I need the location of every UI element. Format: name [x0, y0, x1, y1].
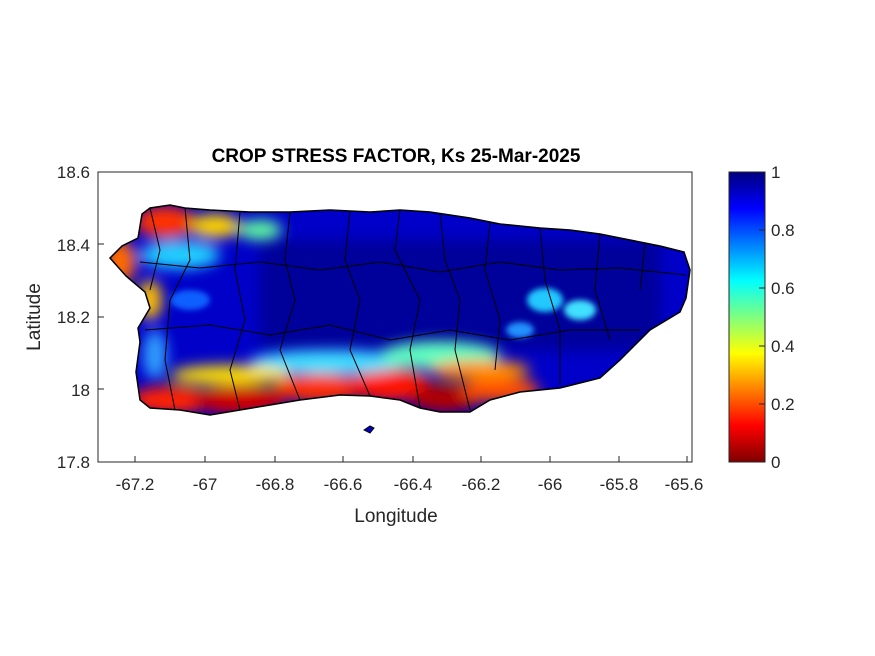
island-heatmap — [110, 205, 690, 415]
colorbar-tick-label: 0.2 — [771, 395, 795, 414]
colorbar-tick-labels: 0 0.2 0.4 0.6 0.8 1 — [771, 163, 795, 472]
x-tick-labels: -67.2 -67 -66.8 -66.6 -66.4 -66.2 -66 -6… — [116, 475, 704, 494]
colorbar — [728, 171, 766, 463]
y-tick-labels: 17.8 18 18.2 18.4 18.6 — [57, 163, 90, 472]
x-tick-label: -66.6 — [324, 475, 363, 494]
colorbar-tick-label: 0 — [771, 453, 780, 472]
y-tick-label: 18.6 — [57, 163, 90, 182]
y-tick-label: 17.8 — [57, 453, 90, 472]
colorbar-tick-label: 0.6 — [771, 279, 795, 298]
y-tick-label: 18.2 — [57, 308, 90, 327]
colorbar-tick-label: 0.8 — [771, 221, 795, 240]
x-tick-label: -66.8 — [256, 475, 295, 494]
x-tick-label: -66 — [538, 475, 563, 494]
x-axis — [134, 456, 688, 462]
x-tick-label: -65.6 — [665, 475, 704, 494]
x-axis-label: Longitude — [354, 506, 437, 527]
y-tick-label: 18 — [71, 381, 90, 400]
x-tick-label: -66.4 — [394, 475, 433, 494]
y-axis-label: Latitude — [24, 283, 45, 351]
y-tick-label: 18.4 — [57, 236, 90, 255]
x-tick-label: -65.8 — [600, 475, 639, 494]
municipality-boundaries — [139, 207, 687, 411]
y-axis — [98, 171, 104, 463]
chart-title: CROP STRESS FACTOR, Ks 25-Mar-2025 — [212, 146, 581, 167]
colorbar-tick-label: 1 — [771, 163, 780, 182]
x-tick-label: -66.2 — [462, 475, 501, 494]
colorbar-ticks — [759, 171, 765, 463]
x-tick-label: -67 — [193, 475, 218, 494]
caja-de-muerto-island — [363, 425, 375, 434]
island-outline — [108, 204, 691, 416]
colorbar-tick-label: 0.4 — [771, 337, 795, 356]
x-tick-label: -67.2 — [116, 475, 155, 494]
